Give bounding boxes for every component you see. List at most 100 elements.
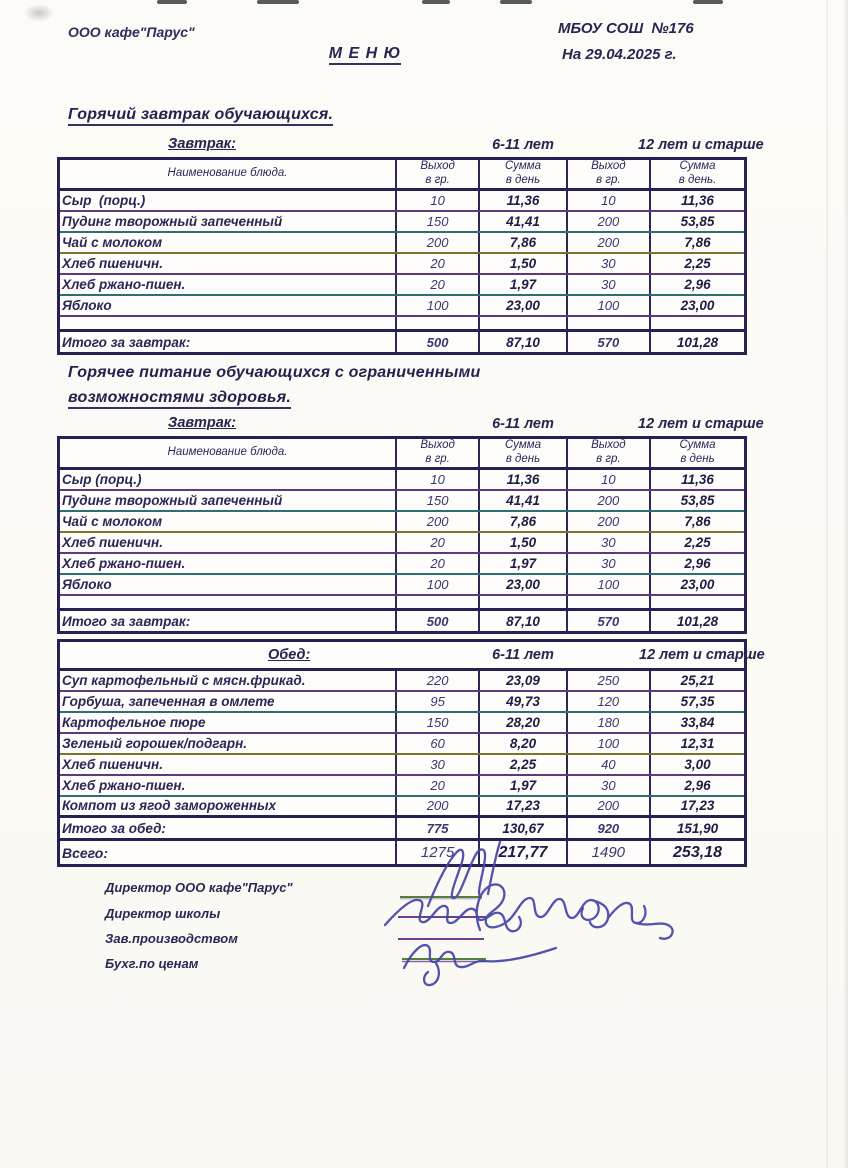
price-cell: 17,23 [478, 795, 567, 818]
portion-cell: 100 [565, 732, 650, 755]
dish-name-cell: Яблоко [58, 294, 396, 317]
meal-caption-lunch: Обед: [268, 647, 311, 663]
portion-cell: 30 [565, 531, 651, 554]
total-portion-cell: 500 [394, 609, 480, 633]
dish-name-cell: Хлеб пшеничн. [58, 753, 396, 776]
scan-fold-line [826, 0, 828, 1168]
total-price-cell: 151,90 [649, 816, 746, 840]
section-title-ovz-line2: возможностями здоровья. [68, 389, 292, 409]
price-cell: 3,00 [649, 753, 746, 776]
lunch-caption-row: Обед: 6-11 лет 12 лет и старше [58, 640, 765, 671]
table-row: Хлеб пшеничн. 30 2,25 40 3,00 [58, 753, 746, 776]
total-row: Итого за обед: 775 130,67 920 151,90 [59, 816, 746, 840]
portion-cell: 10 [394, 468, 480, 491]
price-cell: 23,00 [478, 294, 567, 317]
org-name: ООО кафе"Парус" [68, 24, 195, 40]
scan-artifact [257, 0, 299, 4]
table-row: Суп картофельный с мясн.фрикад. 220 23,0… [58, 669, 746, 692]
portion-cell: 20 [394, 774, 480, 797]
signature-label-accountant: Бухг.по ценам [105, 956, 199, 971]
total-portion-cell: 570 [565, 609, 651, 633]
portion-cell: 100 [565, 573, 651, 596]
table-row: Пудинг творожный запеченный 150 41,41 20… [58, 210, 746, 233]
signature-label-director-cafe: Директор ООО кафе"Парус" [105, 880, 293, 895]
menu-title-wrap: М Е Н Ю [290, 45, 440, 65]
signature-label-production-manager: Зав.производством [105, 931, 238, 946]
price-cell: 1,97 [478, 273, 567, 296]
dish-name-cell: Чай с молоком [58, 231, 396, 254]
portion-cell: 30 [565, 252, 651, 275]
portion-cell: 150 [394, 210, 480, 233]
table-header-row: Наименование блюда. Выход в гр. Сумма в … [58, 437, 746, 470]
total-price-cell: 101,28 [649, 330, 746, 354]
section-title-text: Горячий завтрак обучающихся. [68, 106, 334, 126]
dish-name-cell: Хлеб пшеничн. [58, 531, 396, 554]
price-cell: 1,97 [478, 552, 567, 575]
portion-cell: 150 [394, 711, 480, 734]
spacer-row [58, 594, 746, 611]
menu-date: На 29.04.2025 г. [562, 46, 677, 63]
table-row: Яблоко 100 23,00 100 23,00 [58, 573, 746, 596]
signature-ink [383, 840, 674, 987]
dish-name-cell: Хлеб пшеничн. [58, 252, 396, 275]
price-cell: 53,85 [649, 210, 746, 233]
spacer-row [58, 315, 746, 332]
dish-name-cell: Горбуша, запеченная в омлете [58, 690, 396, 713]
dish-name-cell: Хлеб ржано-пшен. [58, 273, 396, 296]
portion-cell: 200 [394, 231, 480, 254]
portion-cell: 10 [394, 189, 480, 212]
col-header-name: Наименование блюда. [58, 437, 396, 470]
price-cell: 33,84 [649, 711, 746, 734]
portion-cell: 30 [394, 753, 480, 776]
col-header-out2: Выход в гр. [565, 437, 651, 470]
price-cell: 1,50 [478, 531, 567, 554]
table-row: Хлеб ржано-пшен. 20 1,97 30 2,96 [58, 552, 746, 575]
total-row: Итого за завтрак: 500 87,10 570 101,28 [59, 330, 746, 354]
total-portion-cell: 775 [394, 816, 480, 840]
grand-portion-cell: 1275 [394, 838, 480, 866]
table-row: Пудинг творожный запеченный 150 41,41 20… [58, 489, 746, 512]
total-row: Итого за завтрак: 500 87,10 570 101,28 [59, 609, 746, 633]
portion-cell: 20 [394, 252, 480, 275]
breakfast-table: Наименование блюда. Выход в гр. Сумма в … [57, 157, 747, 355]
age-group-2: 12 лет и старше [638, 416, 764, 432]
portion-cell: 120 [565, 690, 650, 713]
portion-cell: 200 [565, 489, 651, 512]
portion-cell: 200 [394, 510, 480, 533]
price-cell: 11,36 [478, 468, 567, 491]
col-header-name: Наименование блюда. [58, 158, 396, 191]
scan-artifact [500, 0, 532, 4]
price-cell: 2,25 [478, 753, 567, 776]
portion-cell: 100 [394, 573, 480, 596]
section-title-ovz-line1: Горячее питание обучающихся с ограниченн… [68, 364, 481, 381]
price-cell: 2,25 [649, 531, 746, 554]
portion-cell: 30 [565, 273, 651, 296]
dish-name-cell: Пудинг творожный запеченный [58, 210, 396, 233]
scan-artifact [157, 0, 187, 4]
dish-name-cell: Картофельное пюре [58, 711, 396, 734]
table-row: Яблоко 100 23,00 100 23,00 [58, 294, 746, 317]
ovz-breakfast-table: Наименование блюда. Выход в гр. Сумма в … [57, 436, 747, 634]
table-row: Сыр (порц.) 10 11,36 10 11,36 [58, 189, 746, 212]
total-label: Итого за завтрак: [62, 613, 191, 629]
price-cell: 23,09 [478, 669, 567, 692]
table-row: Чай с молоком 200 7,86 200 7,86 [58, 231, 746, 254]
price-cell: 8,20 [478, 732, 567, 755]
price-cell: 57,35 [649, 690, 746, 713]
age-group-2: 12 лет и старше [638, 137, 764, 153]
age-group-2: 12 лет и старше [639, 647, 765, 663]
table-row: Компот из ягод замороженных 200 17,23 20… [58, 795, 746, 818]
price-cell: 49,73 [478, 690, 567, 713]
portion-cell: 150 [394, 489, 480, 512]
table-row: Хлеб пшеничн. 20 1,50 30 2,25 [58, 252, 746, 275]
total-price-cell: 101,28 [649, 609, 746, 633]
portion-cell: 30 [565, 774, 650, 797]
col-header-sum2: Сумма в день. [649, 158, 746, 191]
total-label: Итого за завтрак: [62, 334, 191, 350]
meal-caption-ovz: Завтрак: [168, 415, 236, 431]
scan-edge-shadow [843, 0, 848, 1168]
table-row: Хлеб пшеничн. 20 1,50 30 2,25 [58, 531, 746, 554]
portion-cell: 200 [565, 231, 651, 254]
price-cell: 2,25 [649, 252, 746, 275]
